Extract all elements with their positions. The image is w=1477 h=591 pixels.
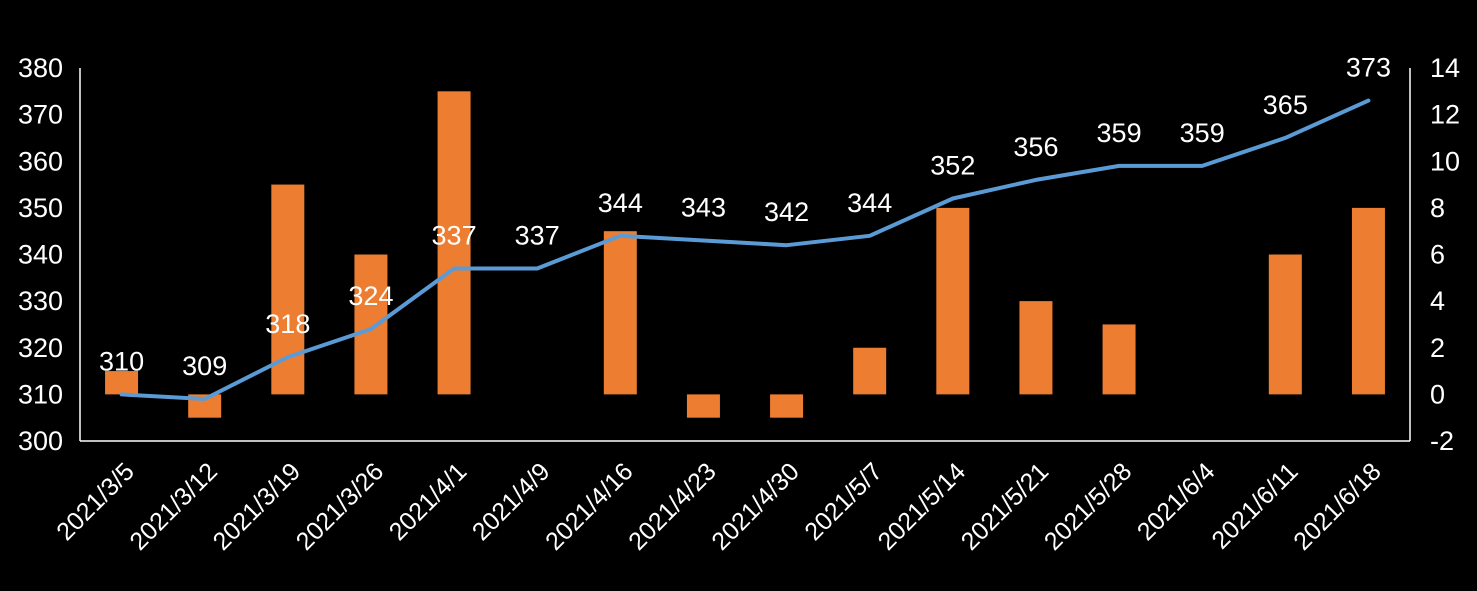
x-axis-ticks: 2021/3/52021/3/122021/3/192021/3/262021/… (51, 457, 1386, 556)
left-axis-tick-label: 310 (18, 379, 63, 409)
chart-axes (79, 68, 1411, 442)
x-tick-label: 2021/3/19 (208, 457, 306, 555)
right-axis-tick-label: 4 (1430, 286, 1445, 316)
bar-2021/4/16 (603, 231, 637, 395)
left-axis-tick-label: 330 (18, 286, 63, 316)
bar-2021/6/11 (1268, 254, 1302, 395)
line-data-label: 309 (182, 351, 227, 381)
line-data-label: 356 (1013, 132, 1058, 162)
left-axis-tick-label: 350 (18, 193, 63, 223)
bar-2021/3/19 (271, 184, 305, 395)
bar-2021/5/7 (853, 347, 887, 395)
data-labels: 310 309 318 324 337 337 344 343 342 344 352 356 359 3… (99, 53, 1391, 381)
line-data-label: 344 (847, 188, 892, 218)
right-axis-ticks: -2 0 2 4 6 8 10 12 14 (1430, 53, 1460, 456)
x-tick-label: 2021/5/14 (873, 457, 972, 556)
line-data-label: 324 (348, 281, 393, 311)
line-data-label: 342 (764, 197, 809, 227)
right-axis-tick-label: 8 (1430, 193, 1445, 223)
bar-series (105, 91, 1385, 418)
left-axis-tick-label: 320 (18, 333, 63, 363)
bar-2021/3/26 (354, 254, 388, 395)
line-data-label: 359 (1097, 118, 1142, 148)
x-tick-label: 2021/5/21 (956, 457, 1054, 555)
line-data-label: 310 (99, 346, 144, 376)
bar-2021/5/14 (936, 207, 970, 395)
line-path (119, 98, 1371, 401)
bar-2021/4/1 (437, 91, 471, 395)
x-tick-label: 2021/3/12 (124, 457, 222, 555)
left-axis-tick-label: 370 (18, 100, 63, 130)
line-data-label: 359 (1180, 118, 1225, 148)
x-tick-label: 2021/4/23 (623, 457, 721, 555)
right-axis-tick-label: 6 (1430, 240, 1445, 270)
right-axis-tick-label: 14 (1430, 53, 1460, 83)
x-tick-label: 2021/5/28 (1039, 457, 1137, 555)
x-tick-label: 2021/4/30 (706, 457, 804, 555)
bar-2021/4/30 (770, 394, 804, 418)
line-data-label: 318 (265, 309, 310, 339)
left-axis-tick-label: 340 (18, 240, 63, 270)
bar-2021/4/23 (686, 394, 720, 418)
line-data-label: 344 (598, 188, 643, 218)
bar-2021/5/28 (1102, 324, 1136, 395)
right-axis-tick-label: 0 (1430, 379, 1445, 409)
line-series (119, 98, 1371, 401)
x-tick-label: 2021/4/16 (540, 457, 638, 555)
line-data-label: 365 (1263, 90, 1308, 120)
bar-2021/3/5 (105, 371, 139, 395)
x-tick-label: 2021/3/26 (291, 457, 389, 555)
x-tick-label: 2021/4/1 (384, 457, 473, 546)
left-axis-tick-label: 380 (18, 53, 63, 83)
line-data-label: 373 (1346, 53, 1391, 83)
line-data-label: 352 (930, 151, 975, 181)
right-axis-tick-label: -2 (1430, 426, 1454, 456)
left-axis-tick-label: 300 (18, 426, 63, 456)
x-tick-label: 2021/6/18 (1288, 457, 1386, 555)
line-data-label: 337 (432, 220, 477, 250)
bar-2021/6/18 (1351, 207, 1385, 395)
right-axis-tick-label: 12 (1430, 100, 1460, 130)
bar-2021/5/21 (1019, 301, 1053, 395)
line-data-label: 337 (515, 220, 560, 250)
left-axis-tick-label: 360 (18, 146, 63, 176)
right-axis-tick-label: 2 (1430, 333, 1445, 363)
line-data-label: 343 (681, 193, 726, 223)
x-tick-label: 2021/6/11 (1206, 457, 1303, 554)
left-axis-ticks: 300 310 320 330 340 350 360 370 380 (18, 53, 63, 456)
right-axis-tick-label: 10 (1430, 146, 1460, 176)
